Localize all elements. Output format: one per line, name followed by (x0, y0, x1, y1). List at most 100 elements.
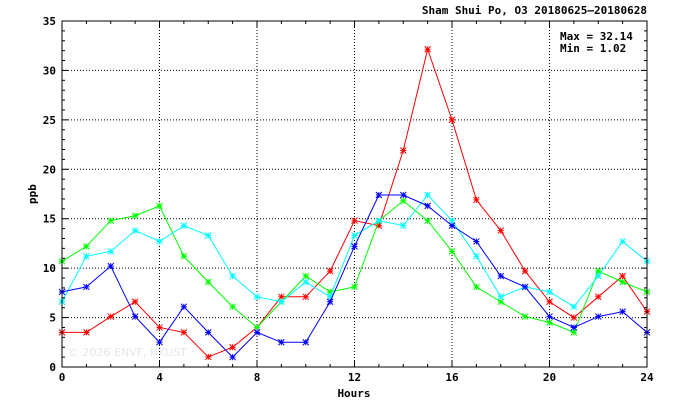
data-point-marker (448, 247, 456, 255)
data-series (58, 45, 651, 361)
data-point-marker (497, 298, 505, 306)
data-point-marker (156, 238, 163, 245)
data-point-marker (229, 343, 236, 351)
max-label: Max = 32.14 (560, 30, 633, 43)
data-point-marker (180, 303, 188, 311)
data-point-marker (521, 313, 529, 320)
y-tick-label: 30 (43, 64, 56, 77)
series-1 (58, 45, 651, 361)
data-point-marker (302, 272, 310, 280)
data-point-marker (156, 338, 163, 346)
data-point-marker (180, 222, 188, 229)
data-point-marker (424, 191, 431, 199)
grid-lines (62, 21, 647, 367)
data-point-marker (424, 202, 431, 210)
data-point-marker (448, 222, 456, 229)
y-tick-label: 15 (43, 213, 56, 226)
data-point-marker (546, 319, 553, 326)
watermark-text: © 2026 ENVF, HKUST (68, 346, 187, 359)
data-point-marker (229, 303, 236, 311)
data-point-marker (399, 191, 407, 199)
x-tick-label: 8 (254, 371, 261, 384)
data-point-marker (546, 288, 553, 296)
data-point-marker (204, 232, 212, 239)
data-point-marker (399, 222, 407, 229)
data-point-marker (448, 116, 456, 124)
data-point-marker (351, 217, 358, 225)
data-point-marker (619, 278, 626, 286)
data-point-marker (448, 217, 456, 225)
data-point-marker (156, 202, 163, 210)
data-point-marker (229, 272, 236, 280)
data-point-marker (278, 338, 285, 346)
data-point-marker (204, 278, 212, 286)
data-point-marker (594, 272, 602, 280)
data-point-marker (131, 313, 139, 320)
data-point-marker (375, 217, 383, 225)
data-point-marker (107, 247, 115, 255)
data-point-marker (278, 298, 285, 306)
data-point-marker (131, 227, 139, 234)
x-tick-label: 24 (640, 371, 654, 384)
y-tick-label: 20 (43, 163, 56, 176)
data-point-marker (546, 313, 553, 320)
data-point-marker (83, 252, 90, 260)
y-tick-label: 25 (43, 114, 56, 127)
x-tick-label: 4 (156, 371, 163, 384)
data-point-marker (424, 45, 431, 53)
data-point-marker (375, 191, 383, 199)
data-point-marker (619, 272, 626, 280)
y-tick-label: 35 (43, 15, 56, 28)
y-tick-label: 0 (49, 361, 56, 374)
data-point-marker (570, 314, 578, 321)
x-tick-label: 20 (543, 371, 556, 384)
data-point-marker (83, 283, 90, 291)
data-point-marker (253, 324, 261, 331)
data-point-marker (570, 303, 578, 311)
data-point-marker (156, 324, 163, 331)
data-point-marker (473, 238, 480, 245)
data-point-marker (497, 227, 505, 234)
data-point-marker (253, 293, 261, 301)
data-point-marker (594, 313, 602, 320)
data-point-marker (473, 196, 480, 204)
data-point-marker (351, 283, 358, 291)
data-point-marker (107, 313, 115, 320)
data-point-marker (302, 293, 310, 301)
data-point-marker (546, 298, 553, 306)
data-point-marker (521, 267, 529, 275)
data-point-marker (302, 338, 310, 346)
data-point-marker (619, 238, 626, 245)
data-point-marker (107, 262, 115, 270)
data-point-marker (326, 293, 334, 301)
data-point-marker (399, 197, 407, 205)
data-point-marker (83, 329, 90, 336)
x-tick-label: 16 (445, 371, 459, 384)
data-point-marker (180, 252, 188, 260)
data-point-marker (326, 288, 334, 296)
data-point-marker (594, 293, 602, 301)
x-tick-label: 0 (59, 371, 66, 384)
data-point-marker (473, 252, 480, 260)
chart-title: Sham Shui Po, O3 20180625—20180628 (422, 4, 647, 17)
data-point-marker (473, 283, 480, 291)
data-point-marker (351, 232, 358, 239)
data-point-marker (326, 298, 334, 306)
data-point-marker (131, 298, 139, 306)
data-point-marker (253, 329, 261, 336)
data-point-marker (424, 217, 431, 225)
axis-ticks: 0 4 8 12 16 20 24 0 5 10 15 20 25 30 35 (43, 15, 654, 384)
data-point-marker (278, 293, 285, 301)
y-axis-title: ppb (26, 184, 39, 204)
data-point-marker (131, 212, 139, 220)
x-axis-title: Hours (337, 387, 370, 400)
data-point-marker (83, 243, 90, 250)
data-point-marker (326, 267, 334, 275)
data-point-marker (399, 147, 407, 154)
data-point-marker (521, 283, 529, 291)
data-point-marker (570, 329, 578, 336)
data-point-marker (204, 329, 212, 336)
data-point-marker (619, 308, 626, 315)
